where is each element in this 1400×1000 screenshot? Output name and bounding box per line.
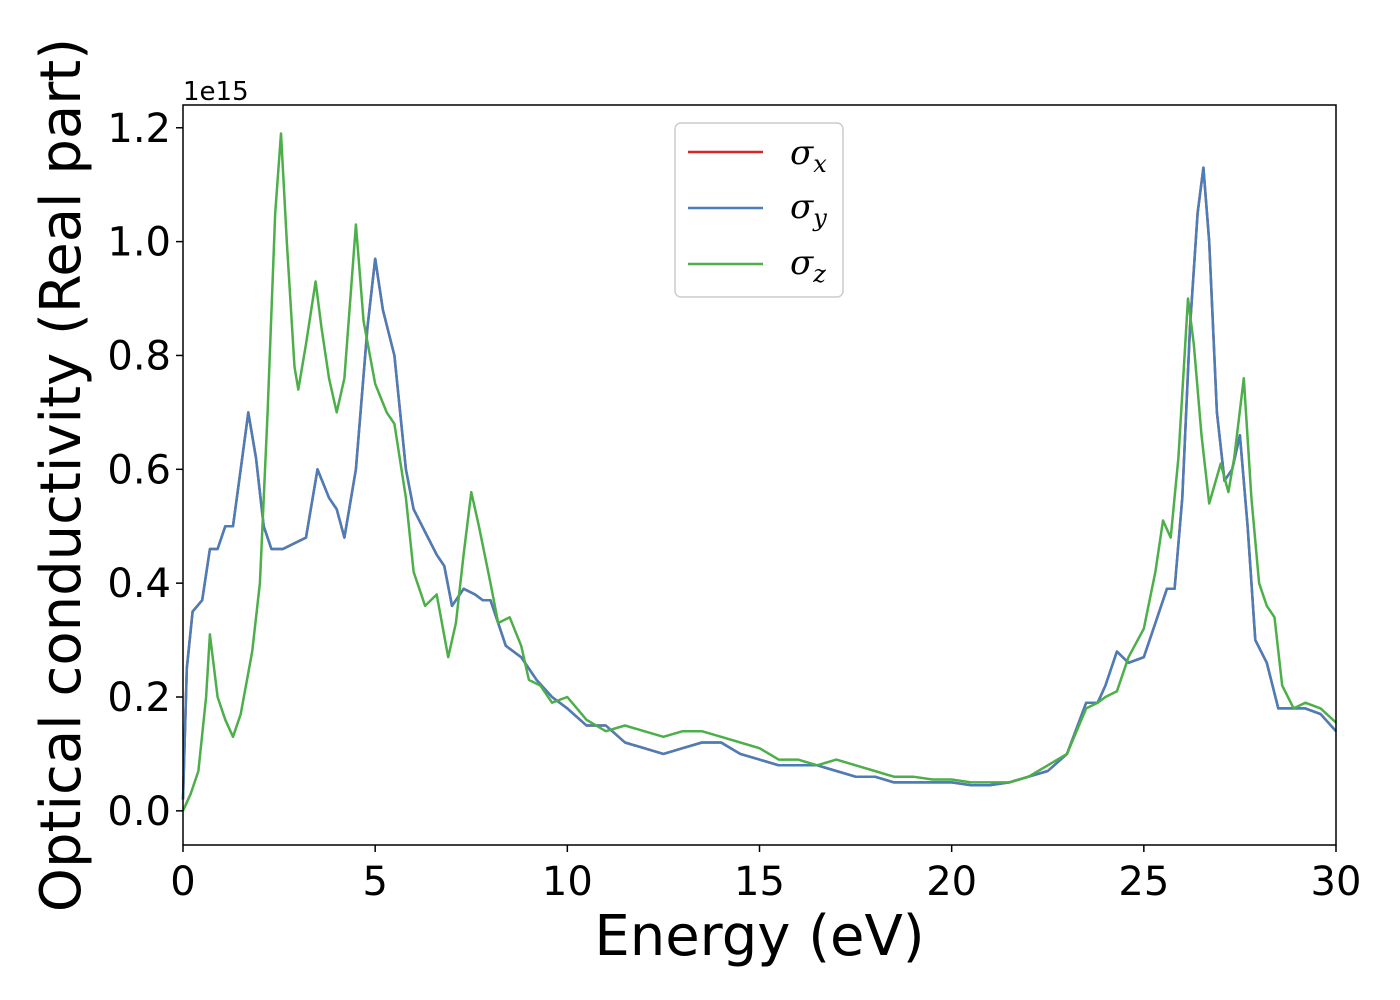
series-line-sigma-y — [181, 166, 1337, 800]
y-tick-label: 0.8 — [107, 333, 171, 379]
series-lines — [181, 132, 1337, 812]
legend-box — [674, 122, 844, 298]
x-tick-label: 5 — [362, 859, 387, 905]
x-tick-label: 30 — [1311, 859, 1362, 905]
x-tick-label: 15 — [734, 859, 785, 905]
legend-label-sigma-x: σx — [790, 133, 827, 178]
x-tick-label: 10 — [542, 859, 593, 905]
y-tick-label: 0.0 — [107, 789, 171, 835]
y-tick-label: 0.2 — [107, 675, 171, 721]
axis-ticks: 0 5 10 15 20 25 30 0.0 0.2 0.4 0.6 0.8 1.0 1.2 — [107, 106, 1361, 905]
y-axis-title: Optical conductivity (Real part) — [29, 38, 94, 912]
series-line-sigma-z — [181, 132, 1337, 812]
x-axis-title: Energy (eV) — [594, 904, 924, 969]
x-tick-label: 20 — [926, 859, 977, 905]
y-tick-label: 1.2 — [107, 106, 171, 152]
legend: σx σy σz — [674, 122, 844, 298]
y-tick-label: 0.4 — [107, 561, 171, 607]
x-tick-label: 0 — [170, 859, 195, 905]
x-tick-label: 25 — [1118, 859, 1169, 905]
y-tick-label: 0.6 — [107, 447, 171, 493]
legend-label-sigma-z: σz — [790, 243, 826, 288]
legend-label-sigma-y: σy — [790, 187, 827, 232]
y-tick-label: 1.0 — [107, 220, 171, 266]
y-offset-label: 1e15 — [183, 77, 249, 107]
